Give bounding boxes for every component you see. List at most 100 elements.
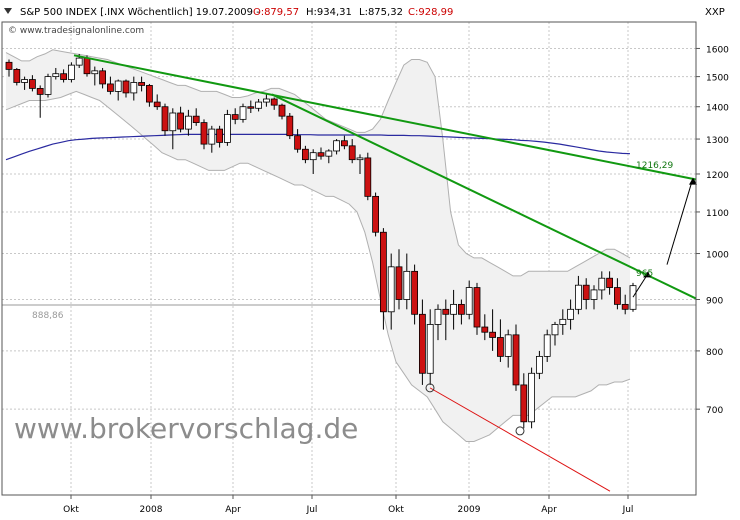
candle-body: [606, 277, 613, 288]
candle-body: [75, 57, 83, 66]
candle-body: [184, 115, 192, 130]
candle-body: [36, 88, 44, 95]
candle-body: [621, 303, 629, 310]
arrow-head-2: [689, 177, 697, 185]
open-value: O:879,57: [253, 7, 299, 18]
bollinger-upper: [5, 49, 631, 277]
candle-body: [239, 106, 247, 120]
candle-body: [598, 277, 606, 291]
candle-body: [153, 101, 161, 108]
candle-body: [177, 112, 185, 130]
candle-body: [13, 69, 21, 83]
x-tick-label: Jul: [622, 505, 634, 515]
candle-body: [395, 266, 403, 300]
y-tick-label: 1000: [706, 251, 729, 261]
candle-body: [387, 266, 395, 313]
candle-body: [107, 83, 114, 92]
x-tick-label: Okt: [63, 505, 79, 515]
candle-body: [465, 287, 473, 315]
y-tick-label: 1300: [706, 136, 729, 146]
candle-body: [208, 128, 216, 145]
candle-body: [559, 318, 567, 325]
x-tick-label: Apr: [225, 505, 241, 515]
candle-body: [278, 104, 286, 117]
candle-body: [426, 324, 434, 374]
candle-body: [434, 308, 442, 325]
candle-body: [21, 79, 29, 83]
lower-trendline: [271, 93, 697, 300]
y-tick-label: 700: [706, 406, 723, 416]
candle-body: [629, 285, 637, 310]
candle-body: [372, 195, 380, 233]
candle-body: [348, 145, 356, 161]
candle-body: [450, 303, 458, 315]
candle-body: [28, 79, 36, 89]
candle-body: [255, 101, 263, 109]
candle-body: [114, 80, 122, 92]
candle-body: [231, 114, 239, 120]
forecast-arrow-1: [632, 273, 649, 298]
candle-body: [192, 115, 200, 123]
candle-body: [130, 82, 138, 94]
x-axis: Okt 2008 Apr Jul Okt 2009 Apr Jul: [63, 495, 633, 515]
candle-body: [481, 326, 489, 333]
annotation-1216: 1216,29: [636, 161, 673, 171]
watermark: www.brokervorschlag.de: [14, 412, 358, 445]
candle-body: [301, 148, 309, 161]
y-tick-label: 1400: [706, 104, 729, 114]
candle-body: [247, 106, 255, 109]
candle-body: [5, 61, 13, 70]
candle-body: [68, 64, 75, 80]
candle-body: [504, 334, 512, 357]
support-line: [429, 387, 611, 492]
pivot-circle-low-2: [515, 426, 525, 436]
candle-body: [403, 270, 411, 300]
candle-body: [138, 82, 146, 86]
candle-body: [200, 122, 208, 145]
candle-body: [83, 57, 91, 75]
moving-average: [5, 133, 631, 161]
candle-body: [473, 287, 481, 328]
y-tick-label: 1200: [706, 171, 729, 181]
x-tick-label: Jul: [306, 505, 318, 515]
candle-body: [356, 157, 364, 161]
x-tick-label: Okt: [388, 505, 404, 515]
candle-body: [333, 140, 341, 152]
candle-body: [262, 98, 270, 103]
candle-body: [418, 313, 426, 374]
candle-body: [169, 112, 177, 132]
candle-body: [528, 372, 535, 423]
arrow-head-1: [643, 271, 651, 278]
candle-body: [161, 106, 169, 132]
header-marker-icon: [4, 8, 12, 14]
chart-title: S&P 500 INDEX [.INX Wöchentlich] 19.07.2…: [20, 7, 260, 18]
candle-body: [216, 128, 224, 143]
candle-body: [536, 355, 543, 374]
pivot-circle-low-1: [425, 383, 435, 393]
high-value: H:934,31: [306, 7, 352, 18]
candle-body: [286, 115, 294, 137]
candle-body: [442, 308, 450, 315]
x-tick-label: 2008: [140, 505, 163, 515]
candle-body: [614, 287, 621, 305]
candle-body: [325, 150, 333, 157]
y-tick-label: 900: [706, 297, 723, 307]
x-tick-label: Apr: [541, 505, 557, 515]
candle-body: [122, 80, 130, 94]
forecast-arrow-2: [666, 181, 693, 265]
candle-body: [317, 152, 325, 157]
candles: [5, 53, 637, 429]
candle-body: [99, 70, 106, 85]
candle-body: [294, 135, 302, 150]
moving-average-line: [5, 133, 631, 161]
candle-body: [567, 308, 574, 320]
candle-body: [496, 337, 504, 357]
candle-body: [223, 114, 231, 143]
x-tick-label: 2009: [458, 505, 481, 515]
candle-body: [575, 284, 582, 310]
candle-body: [379, 231, 387, 313]
upper-trendline: [73, 54, 697, 181]
candle-body: [145, 85, 153, 103]
y-tick-label: 800: [706, 348, 723, 358]
